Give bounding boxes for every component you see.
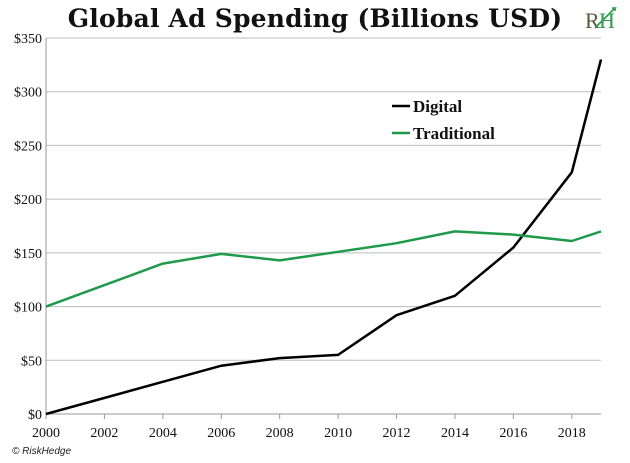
series-line-traditional xyxy=(45,230,602,308)
chart-title: Global Ad Spending (Billions USD) xyxy=(67,4,563,33)
legend-label-digital: Digital xyxy=(413,97,462,116)
x-tick-label: 2016 xyxy=(499,426,527,441)
y-tick-label: $100 xyxy=(14,301,42,316)
series-line-digital xyxy=(45,59,603,416)
copyright-footer: © RiskHedge xyxy=(12,446,72,457)
y-tick-label: $50 xyxy=(21,354,42,369)
y-tick-label: $300 xyxy=(14,86,42,101)
riskhedge-logo: R H xyxy=(585,7,617,33)
x-tick-label: 2004 xyxy=(149,426,177,441)
x-tick-label: 2012 xyxy=(383,426,411,441)
x-tick-label: 2002 xyxy=(90,426,118,441)
y-tick-label: $350 xyxy=(14,32,42,47)
x-tick-label: 2006 xyxy=(207,426,235,441)
x-tick-label: 2010 xyxy=(324,426,352,441)
x-tick-label: 2018 xyxy=(558,426,586,441)
y-tick-label: $150 xyxy=(14,247,42,262)
x-tick-label: 2014 xyxy=(441,426,469,441)
legend-label-traditional: Traditional xyxy=(413,124,495,143)
x-tick-label: 2000 xyxy=(32,426,60,441)
x-tick-label: 2008 xyxy=(266,426,294,441)
svg-text:H: H xyxy=(599,8,615,33)
y-tick-label: $250 xyxy=(14,139,42,154)
y-tick-label: $0 xyxy=(28,408,42,423)
y-tick-label: $200 xyxy=(14,193,42,208)
